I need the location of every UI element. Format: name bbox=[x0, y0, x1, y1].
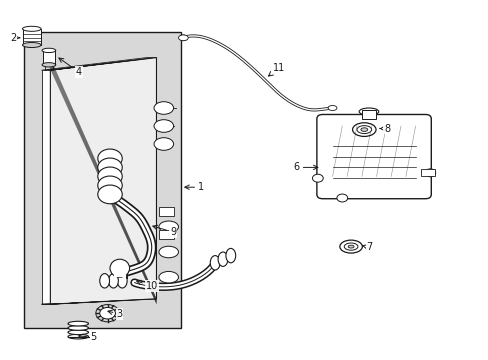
Ellipse shape bbox=[68, 321, 88, 326]
Bar bbox=[24, 32, 181, 328]
Ellipse shape bbox=[42, 63, 56, 67]
Circle shape bbox=[100, 307, 115, 319]
Text: 10: 10 bbox=[136, 280, 158, 291]
Bar bbox=[23, 29, 41, 45]
Ellipse shape bbox=[356, 126, 371, 134]
Ellipse shape bbox=[98, 185, 122, 204]
Ellipse shape bbox=[347, 245, 353, 248]
Bar bbox=[159, 207, 173, 216]
Text: 8: 8 bbox=[379, 123, 389, 134]
FancyBboxPatch shape bbox=[316, 114, 430, 199]
Ellipse shape bbox=[42, 48, 56, 53]
Bar bbox=[42, 50, 55, 65]
Circle shape bbox=[179, 35, 187, 41]
Ellipse shape bbox=[225, 248, 235, 263]
Text: 7: 7 bbox=[362, 242, 372, 252]
Ellipse shape bbox=[98, 176, 122, 195]
Ellipse shape bbox=[154, 138, 173, 150]
Ellipse shape bbox=[108, 274, 118, 288]
Ellipse shape bbox=[68, 325, 88, 330]
Text: 6: 6 bbox=[293, 162, 317, 172]
Ellipse shape bbox=[218, 252, 227, 266]
Ellipse shape bbox=[22, 42, 41, 48]
Text: 1: 1 bbox=[184, 182, 204, 192]
Text: 11: 11 bbox=[268, 63, 285, 76]
Ellipse shape bbox=[98, 158, 122, 177]
Ellipse shape bbox=[344, 243, 357, 250]
Ellipse shape bbox=[100, 274, 109, 288]
Bar bbox=[420, 169, 434, 176]
Ellipse shape bbox=[154, 102, 173, 114]
Text: 2: 2 bbox=[10, 33, 20, 43]
Text: 5: 5 bbox=[79, 332, 97, 342]
Ellipse shape bbox=[159, 271, 178, 283]
Bar bbox=[361, 110, 375, 119]
Ellipse shape bbox=[358, 108, 378, 115]
Ellipse shape bbox=[159, 221, 178, 233]
Ellipse shape bbox=[117, 274, 127, 288]
Text: 4: 4 bbox=[59, 58, 82, 77]
Ellipse shape bbox=[312, 174, 323, 182]
Ellipse shape bbox=[98, 149, 122, 168]
Bar bbox=[41, 70, 50, 304]
Ellipse shape bbox=[360, 128, 367, 131]
Ellipse shape bbox=[210, 256, 220, 270]
Polygon shape bbox=[41, 58, 156, 70]
Ellipse shape bbox=[22, 26, 41, 31]
Ellipse shape bbox=[327, 105, 336, 111]
Ellipse shape bbox=[424, 169, 435, 177]
Ellipse shape bbox=[154, 120, 173, 132]
Text: 9: 9 bbox=[153, 225, 176, 237]
Ellipse shape bbox=[98, 167, 122, 186]
Ellipse shape bbox=[68, 334, 88, 339]
Ellipse shape bbox=[339, 240, 362, 253]
Ellipse shape bbox=[159, 246, 178, 258]
Polygon shape bbox=[41, 299, 156, 304]
Polygon shape bbox=[50, 58, 156, 304]
Ellipse shape bbox=[352, 123, 375, 136]
Bar bbox=[159, 230, 173, 239]
Ellipse shape bbox=[110, 259, 129, 277]
Ellipse shape bbox=[178, 35, 188, 41]
Ellipse shape bbox=[336, 194, 347, 202]
Text: 3: 3 bbox=[108, 309, 122, 319]
Ellipse shape bbox=[68, 330, 88, 335]
